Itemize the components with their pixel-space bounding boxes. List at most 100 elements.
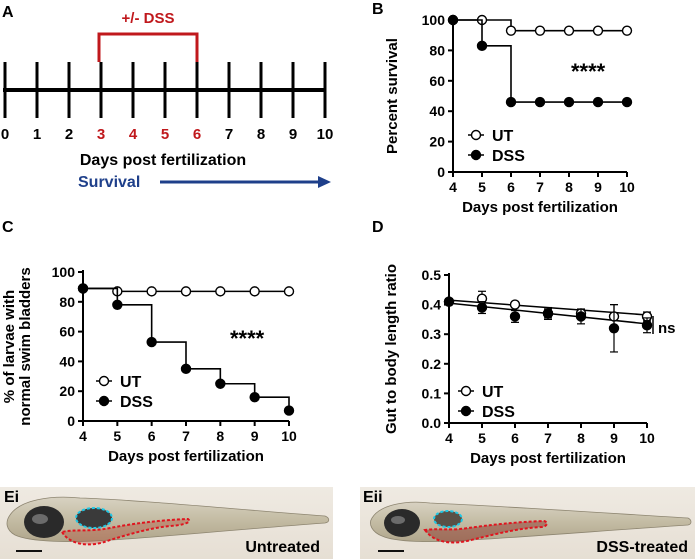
larva-dss (370, 501, 692, 544)
data-point-dss (146, 336, 157, 348)
data-point-dss (215, 378, 226, 389)
timeline-day-labels: 0 1 2 3 4 5 6 7 8 9 10 (1, 126, 334, 143)
data-point-dss (283, 405, 295, 416)
x-tick-label: 10 (281, 428, 297, 444)
data-point-dss (443, 296, 455, 307)
panel-eii-letter: Eii (363, 489, 383, 506)
x-tick-label: 10 (619, 179, 635, 195)
y-tick-label: 100 (422, 12, 446, 28)
data-point-ut (592, 25, 604, 36)
panel-d-letter: D (372, 219, 384, 236)
x-tick-label: 4 (79, 428, 87, 444)
y-axis-label: Percent survival (384, 38, 401, 154)
x-tick-label: 8 (216, 428, 224, 444)
x-tick-label: 8 (565, 179, 573, 195)
x-tick-label: 7 (544, 430, 552, 446)
y-axis-label: % of larvae with (1, 290, 18, 403)
survival-arrow-head (318, 176, 331, 188)
y-tick-label: 80 (59, 294, 75, 310)
panel-c-letter: C (2, 219, 14, 236)
legend-marker (98, 395, 110, 407)
x-tick-label: 5 (113, 428, 121, 444)
y-axis-label: normal swim bladders (17, 267, 34, 425)
panel-eii-caption: DSS-treated (596, 539, 688, 556)
data-point-dss (249, 391, 260, 403)
data-point-ut (146, 286, 157, 297)
x-tick-label: 7 (182, 428, 190, 444)
x-tick-label: 4 (445, 430, 453, 446)
legend-marker (460, 385, 472, 397)
data-point-dss (575, 311, 587, 322)
legend-marker (460, 405, 472, 417)
data-point-dss (509, 311, 521, 322)
larva-untreated (6, 496, 330, 546)
y-tick-label: 0 (67, 413, 75, 429)
data-point-dss (112, 299, 123, 310)
timeline-day-label: 9 (289, 126, 297, 143)
x-tick-label: 9 (594, 179, 602, 195)
data-point-ut (509, 299, 521, 310)
significance-annotation: ns (658, 320, 676, 337)
y-tick-label: 20 (59, 383, 75, 399)
y-tick-label: 0.0 (422, 415, 442, 431)
gut-ratio-chart: 4 5 6 7 8 9 10 0.0 0.1 0.2 0.3 0.4 0.5 Days post fert… (383, 264, 676, 467)
significance-annotation: **** (230, 326, 265, 351)
legend-label: UT (492, 128, 514, 145)
panel-a: A +/- DSS 0 1 2 3 4 5 6 7 8 9 10 Days post fertili… (1, 4, 334, 191)
data-point-dss (180, 363, 192, 375)
y-tick-label: 100 (52, 264, 76, 280)
data-point-ut (215, 286, 226, 297)
data-point-ut (563, 25, 575, 36)
panel-a-letter: A (2, 4, 14, 21)
timeline-day-label: 2 (65, 126, 73, 143)
data-point-dss (534, 96, 546, 108)
timeline-day-label: 10 (317, 126, 334, 143)
significance-annotation: **** (571, 59, 606, 84)
data-point-dss (447, 14, 459, 26)
legend-marker (470, 129, 482, 141)
timeline-day-label: 7 (225, 126, 233, 143)
timeline-day-label: 8 (257, 126, 265, 143)
data-point-ut (505, 25, 517, 36)
data-point-dss (608, 323, 620, 334)
swim-bladder-outline (433, 510, 463, 528)
legend-label: UT (120, 374, 142, 391)
data-point-dss (476, 40, 488, 52)
timeline-day-label: 5 (161, 126, 169, 143)
panel-ei-caption: Untreated (245, 539, 320, 556)
x-tick-label: 7 (536, 179, 544, 195)
legend-label: DSS (482, 404, 515, 421)
panel-eii: Eii DSS-treated (360, 487, 695, 559)
x-axis-label: Days post fertilization (470, 450, 626, 467)
data-point-dss (542, 308, 554, 319)
data-point-dss (563, 96, 575, 108)
timeline-day-label: 3 (97, 126, 105, 143)
gut-outline (60, 517, 190, 546)
panel-ei: Ei Untreated (0, 487, 333, 559)
x-tick-label: 9 (610, 430, 618, 446)
x-tick-label: 6 (511, 430, 519, 446)
timeline-xlabel: Days post fertilization (80, 152, 246, 169)
timeline-day-label: 6 (193, 126, 201, 143)
timeline-day-label: 4 (129, 126, 138, 143)
x-tick-label: 6 (507, 179, 515, 195)
gut-outline (423, 519, 548, 544)
x-tick-label: 8 (577, 430, 585, 446)
data-point-dss (505, 96, 517, 108)
legend-label: DSS (492, 148, 525, 165)
swim-bladder-outline (75, 507, 113, 529)
data-point-dss (592, 96, 604, 108)
x-axis-label: Days post fertilization (108, 448, 264, 465)
legend-label: UT (482, 384, 504, 401)
x-tick-label: 4 (449, 179, 457, 195)
x-axis-label: Days post fertilization (462, 199, 618, 216)
timeline-ticks (3, 62, 327, 118)
y-tick-label: 0.3 (422, 326, 442, 342)
data-point-dss (476, 302, 488, 313)
data-point-dss (77, 283, 89, 294)
